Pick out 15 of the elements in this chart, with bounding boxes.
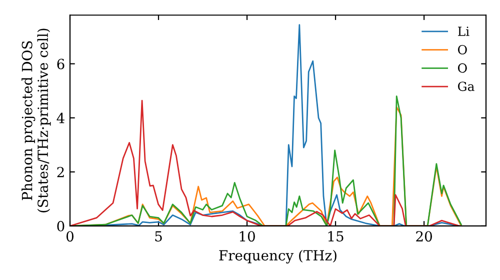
x-tick-label: 15 [328, 231, 344, 242]
legend-label: Ga [458, 82, 474, 92]
y-tick-label: 0 [57, 220, 64, 232]
legend-label: O [458, 63, 467, 73]
y-axis-title: Phonon projected DOS (States/THz·primitive cell) [22, 28, 51, 212]
x-tick-label: 5 [155, 231, 162, 242]
y-tick-label: 2 [57, 166, 64, 178]
x-axis-title: Frequency (THz) [219, 250, 336, 264]
y-tick-label: 4 [56, 112, 64, 124]
x-tick-label: 20 [416, 231, 432, 242]
y-tick-label: 6 [57, 58, 64, 70]
legend-label: O [458, 44, 467, 54]
legend-label: Li [458, 26, 470, 36]
x-tick-label: 10 [240, 231, 255, 242]
x-tick-label: 0 [66, 231, 74, 242]
